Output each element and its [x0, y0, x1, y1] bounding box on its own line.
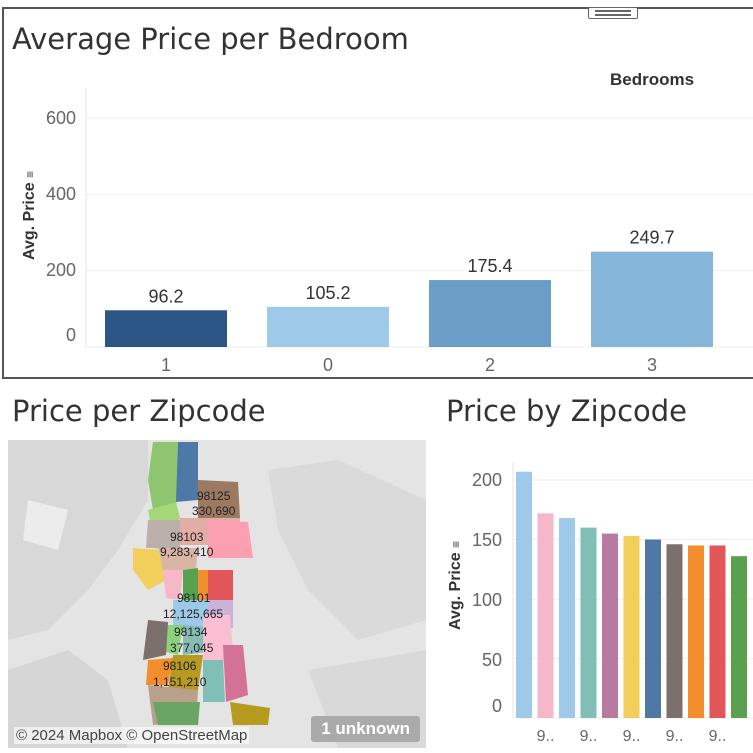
zip-region[interactable] [208, 570, 233, 600]
zipcode-bar [709, 545, 726, 718]
zipcode-bar [602, 533, 618, 718]
zipcode-bar [516, 471, 532, 718]
zipcode-bar [537, 513, 554, 718]
bedroom-y-tick: 600 [46, 108, 77, 128]
zip-region[interactable] [230, 702, 270, 725]
zip-region[interactable] [223, 645, 248, 702]
zip-region[interactable] [146, 658, 173, 685]
zip-label-code: 98103 [170, 530, 204, 544]
zipcode-x-tick: 9.. [709, 728, 727, 745]
zipcode-map[interactable]: 98125 330,690 98103 9,283,410 98101 12,1… [8, 440, 426, 748]
zip-region[interactable] [163, 570, 183, 600]
zipcode-y-tick: 150 [472, 530, 503, 550]
bedroom-y-tick: 400 [46, 184, 77, 204]
zip-label-value: 12,125,665 [163, 607, 224, 621]
zip-region[interactable] [173, 600, 208, 630]
bedroom-x-tick: 1 [161, 355, 171, 375]
unknown-count-badge[interactable]: 1 unknown [311, 716, 420, 742]
bedrooms-column-header: Bedrooms [610, 70, 695, 89]
zip-region[interactable] [168, 655, 203, 690]
zipcode-chart-title: Price by Zipcode [446, 394, 688, 428]
map-land-shape [8, 650, 128, 748]
zipcode-bar [580, 527, 597, 718]
zipcode-y-tick: 100 [472, 590, 503, 610]
zip-region[interactable] [198, 570, 208, 600]
zip-region[interactable] [148, 442, 178, 520]
bedroom-data-label: 175.4 [467, 256, 512, 276]
zip-label-value: 9,283,410 [160, 545, 214, 559]
zipcode-map-title: Price per Zipcode [12, 394, 266, 428]
zip-region[interactable] [133, 548, 166, 590]
zipcode-bar [666, 544, 683, 718]
bedroom-x-tick: 3 [647, 355, 657, 375]
bedroom-x-tick: 0 [323, 355, 333, 375]
bedroom-bar [105, 310, 227, 347]
zipcode-y-tick: 0 [492, 696, 503, 716]
map-attribution[interactable]: © 2024 Mapbox © OpenStreetMap [14, 727, 250, 744]
zipcode-bar-chart: 9.. 9.. 9.. 9.. 9.. [512, 462, 753, 745]
zipcode-x-tick: 9.. [623, 728, 641, 745]
bedroom-y-tick: 0 [66, 325, 77, 345]
zip-region[interactable] [203, 660, 225, 702]
bedroom-bar [429, 280, 551, 347]
zipcode-bar [688, 545, 704, 718]
bedroom-data-label: 249.7 [629, 228, 674, 248]
map-land-shape [268, 460, 426, 640]
zip-label-value: 1,151,210 [153, 675, 207, 689]
zip-label-value: 377,045 [170, 641, 214, 655]
map-base [8, 440, 426, 748]
bedroom-data-label: 105.2 [305, 283, 350, 303]
bedroom-chart-title: Average Price per Bedroom [12, 22, 409, 56]
map-water-shape [23, 500, 68, 550]
zip-label-code: 98106 [163, 659, 197, 673]
zip-label-value: 330,690 [192, 504, 236, 518]
bedroom-bar [591, 251, 713, 347]
bedroom-x-tick: 2 [485, 355, 495, 375]
bedroom-y-tick: 200 [46, 260, 77, 280]
map-land-shape [8, 440, 148, 640]
zipcode-bar [623, 535, 640, 718]
zipcode-bar [731, 556, 747, 718]
zip-region[interactable] [176, 442, 198, 502]
zip-region[interactable] [143, 620, 168, 660]
zip-label-code: 98101 [177, 591, 211, 605]
zip-region[interactable] [158, 548, 198, 570]
zip-region[interactable] [146, 520, 180, 548]
zipcode-bar [645, 539, 661, 718]
zip-region[interactable] [153, 702, 200, 725]
bedroom-bar-chart: 96.2 1 105.2 0 175.4 2 249.7 3 [85, 88, 753, 375]
zip-region[interactable] [198, 480, 240, 518]
zipcode-y-tick: 50 [482, 650, 503, 670]
zipcode-y-tick: 200 [472, 470, 503, 490]
zipcode-x-tick: 9.. [537, 728, 555, 745]
zip-region[interactable] [183, 568, 198, 600]
zip-region[interactable] [208, 520, 253, 558]
bedroom-bar [267, 306, 389, 347]
zip-label-code: 98134 [174, 625, 208, 639]
panel-drag-handle[interactable] [588, 7, 638, 19]
zipcode-x-tick: 9.. [580, 728, 598, 745]
zip-label-code: 98125 [197, 489, 231, 503]
zipcode-bar [559, 518, 575, 718]
bedroom-data-label: 96.2 [148, 286, 183, 306]
zipcode-x-tick: 9.. [666, 728, 684, 745]
